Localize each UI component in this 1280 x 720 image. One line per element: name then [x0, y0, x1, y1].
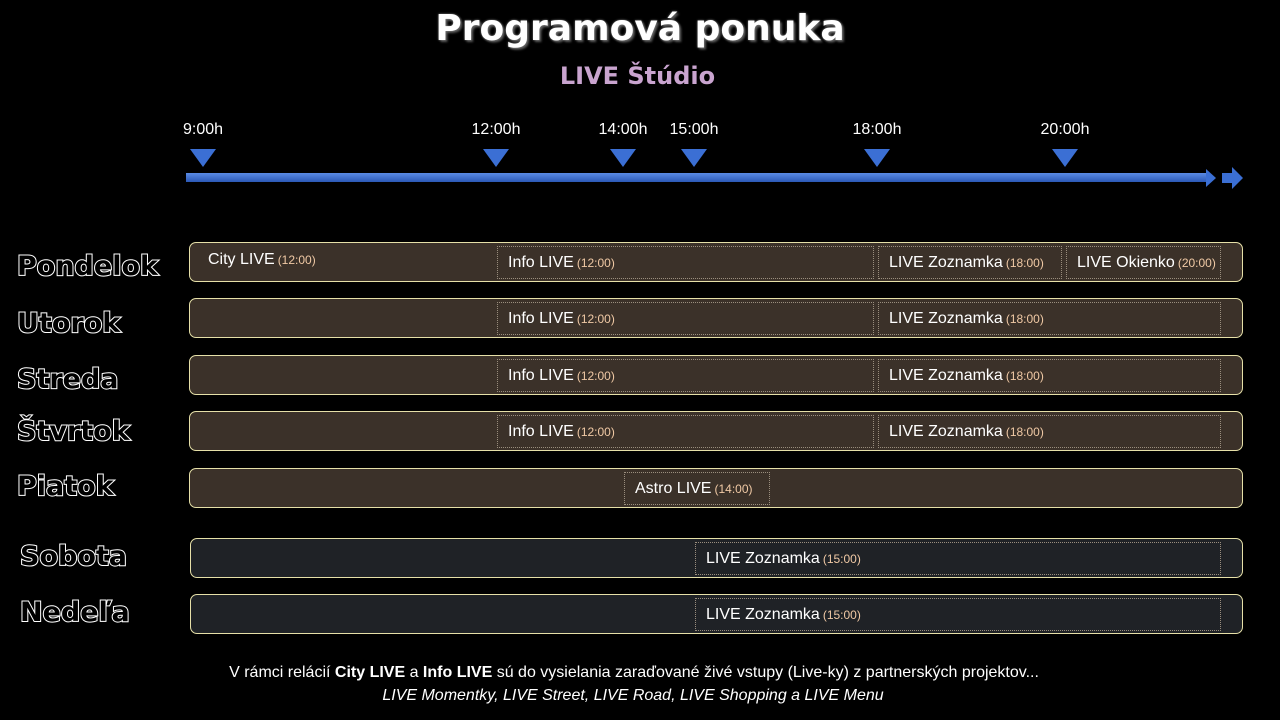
footer-projects: LIVE Momentky, LIVE Street, LIVE Road, L…	[382, 687, 884, 704]
day-label: Piatok	[16, 470, 115, 503]
timeline-arrow-head	[1206, 169, 1216, 187]
program-slot: Info LIVE (12:00)	[497, 359, 874, 392]
program-time: (18:00)	[1005, 424, 1044, 439]
timeline-arrow-line	[186, 173, 1206, 182]
program-time: (15:00)	[822, 551, 861, 566]
program-name: Info LIVE	[508, 309, 574, 327]
page-subtitle: LIVE Štúdio	[559, 62, 716, 90]
tick-marker-icon	[681, 149, 707, 167]
footer-text: a	[405, 664, 423, 681]
day-label: Utorok	[16, 307, 121, 340]
tick-label: 14:00h	[598, 121, 648, 138]
footer-note: V rámci relácií City LIVE a Info LIVE sú…	[0, 664, 1268, 682]
day-label: Štvrtok	[16, 415, 131, 448]
program-slot: Info LIVE (12:00)	[497, 246, 874, 279]
program-time: (12:00)	[277, 252, 316, 267]
day-label: Nedeľa	[19, 596, 131, 629]
tick-marker-icon	[190, 149, 216, 167]
tick-marker-icon	[610, 149, 636, 167]
program-slot: LIVE Zoznamka (18:00)	[878, 359, 1221, 392]
tick-marker-icon	[864, 149, 890, 167]
day-row: LIVE Zoznamka (15:00)	[190, 594, 1243, 634]
day-label: Sobota	[19, 540, 128, 573]
footer-highlight-city-live: City LIVE	[334, 664, 406, 681]
program-name: Info LIVE	[508, 253, 574, 271]
program-time: (20:00)	[1177, 255, 1216, 270]
footer-highlight-info-live: Info LIVE	[422, 664, 493, 681]
program-name: LIVE Zoznamka	[889, 422, 1003, 440]
footer-text: V rámci relácií	[229, 664, 335, 681]
program-name: LIVE Zoznamka	[889, 366, 1003, 384]
day-row: Info LIVE (12:00) LIVE Zoznamka (18:00)	[189, 355, 1243, 395]
program-time: (12:00)	[576, 424, 615, 439]
day-label: Pondelok	[16, 250, 159, 283]
program-slot: LIVE Okienko (20:00)	[1066, 246, 1221, 279]
program-slot: LIVE Zoznamka (18:00)	[878, 302, 1221, 335]
program-time: (14:00)	[714, 481, 753, 496]
day-row: Info LIVE (12:00) LIVE Zoznamka (18:00)	[189, 298, 1243, 338]
program-name: Info LIVE	[508, 422, 574, 440]
tick-marker-icon	[1052, 149, 1078, 167]
program-slot: LIVE Zoznamka (18:00)	[878, 246, 1062, 279]
program-name: LIVE Okienko	[1077, 253, 1175, 271]
program-slot: LIVE Zoznamka (15:00)	[695, 598, 1221, 631]
program-name: Astro LIVE	[635, 479, 712, 497]
tick-marker-icon	[483, 149, 509, 167]
day-row: Info LIVE (12:00) LIVE Zoznamka (18:00)	[189, 411, 1243, 451]
program-time: (18:00)	[1005, 255, 1044, 270]
tick-label: 18:00h	[852, 121, 902, 138]
program-slot: LIVE Zoznamka (18:00)	[878, 415, 1221, 448]
page-title: Programová ponuka	[435, 8, 845, 49]
day-row: Astro LIVE (14:00)	[189, 468, 1243, 508]
program-slot: Astro LIVE (14:00)	[624, 472, 771, 505]
program-slot: LIVE Zoznamka (15:00)	[695, 542, 1221, 575]
program-name: LIVE Zoznamka	[889, 309, 1003, 327]
program-time: (12:00)	[576, 368, 615, 383]
program-name: Info LIVE	[508, 366, 574, 384]
tick-label: 15:00h	[669, 121, 719, 138]
arrow-right-icon	[1222, 167, 1243, 189]
program-time: (12:00)	[576, 311, 615, 326]
footer-text: sú do vysielania zaraďované živé vstupy …	[492, 664, 1039, 681]
day-label: Streda	[16, 363, 120, 396]
program-time: (12:00)	[576, 255, 615, 270]
tick-label: 9:00h	[182, 121, 224, 138]
program-slot: City LIVE (12:00)	[198, 243, 493, 276]
day-row: City LIVE (12:00) Info LIVE (12:00) LIVE Zoz…	[189, 242, 1243, 282]
program-name: LIVE Zoznamka	[706, 605, 820, 623]
program-name: City LIVE	[208, 250, 275, 268]
program-time: (15:00)	[822, 607, 861, 622]
program-time: (18:00)	[1005, 368, 1044, 383]
program-slot: Info LIVE (12:00)	[497, 415, 874, 448]
day-row: LIVE Zoznamka (15:00)	[190, 538, 1243, 578]
program-name: LIVE Zoznamka	[706, 549, 820, 567]
program-slot: Info LIVE (12:00)	[497, 302, 874, 335]
program-time: (18:00)	[1005, 311, 1044, 326]
tick-label: 20:00h	[1040, 121, 1090, 138]
program-name: LIVE Zoznamka	[889, 253, 1003, 271]
tick-label: 12:00h	[471, 121, 521, 138]
